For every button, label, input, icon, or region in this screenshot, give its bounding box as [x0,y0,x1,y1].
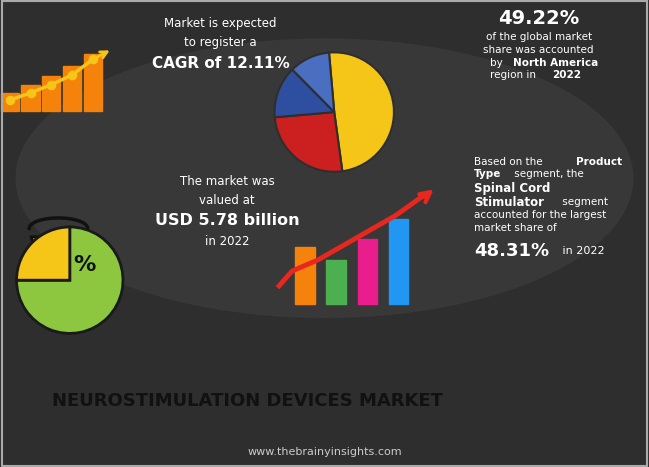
Text: market share of: market share of [474,223,557,234]
Wedge shape [17,227,123,333]
Bar [389,219,408,304]
Text: Type: Type [474,170,501,179]
Bar [63,66,81,111]
Text: Stimulator: Stimulator [474,196,544,209]
Text: by: by [490,58,506,68]
Bar [84,54,102,111]
Wedge shape [329,52,394,171]
Text: Based on the: Based on the [474,156,546,167]
Wedge shape [17,227,70,280]
Bar [326,260,346,304]
Text: www.thebrainyinsights.com: www.thebrainyinsights.com [247,447,402,457]
Text: North America: North America [513,58,598,68]
Text: in 2022: in 2022 [205,235,249,248]
Bar [21,85,40,111]
Bar [1,93,19,111]
Bar [295,247,315,304]
Point [46,81,56,88]
Ellipse shape [16,39,633,318]
Point [67,71,77,79]
Text: region in: region in [490,70,539,80]
Text: in 2022: in 2022 [559,246,605,255]
Text: USD 5.78 billion: USD 5.78 billion [155,213,299,228]
Text: accounted for the largest: accounted for the largest [474,210,606,220]
Text: Spinal Cord: Spinal Cord [474,182,550,195]
Text: Product: Product [576,156,622,167]
Text: 2022: 2022 [552,70,581,80]
Wedge shape [275,70,334,117]
Polygon shape [31,237,86,258]
Text: Market is expected
to register a: Market is expected to register a [164,17,277,50]
Wedge shape [275,112,342,172]
Text: share was accounted: share was accounted [484,45,594,55]
Text: segment: segment [559,198,609,207]
Text: 48.31%: 48.31% [474,241,549,260]
Text: of the global market: of the global market [485,32,592,42]
Text: CAGR of 12.11%: CAGR of 12.11% [152,56,289,71]
Bar [42,76,60,111]
Point [5,97,15,104]
Point [25,89,36,97]
Text: NEUROSTIMULATION DEVICES MARKET: NEUROSTIMULATION DEVICES MARKET [52,392,443,410]
Text: %: % [73,255,96,276]
Wedge shape [292,53,334,112]
Text: 49.22%: 49.22% [498,9,580,28]
Text: The market was
valued at: The market was valued at [180,175,275,207]
Bar [358,240,377,304]
Point [88,56,98,63]
Text: segment, the: segment, the [511,170,584,179]
